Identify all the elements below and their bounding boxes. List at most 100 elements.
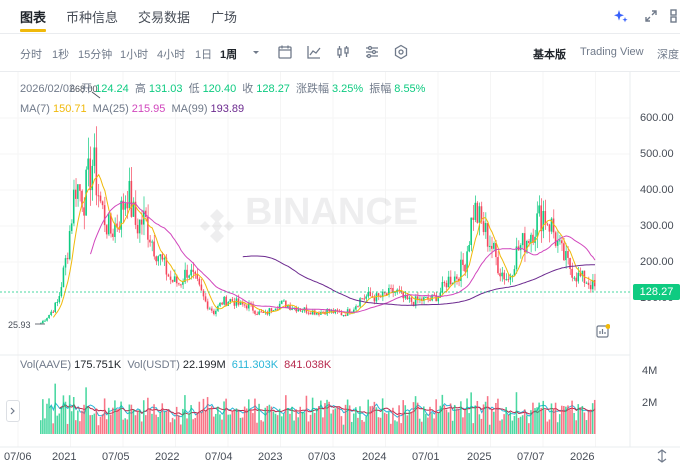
volume-bar [303, 412, 306, 434]
interval-timeline[interactable]: 分时 [20, 49, 42, 61]
candle-body [313, 310, 316, 315]
chart-reset-icon[interactable] [596, 324, 611, 338]
candle-body [383, 291, 386, 294]
volume-bar [573, 413, 575, 434]
candle-body [177, 283, 180, 285]
candle-body [488, 245, 491, 247]
volume-bar [276, 415, 279, 434]
candle-body [406, 295, 409, 300]
candle-body [536, 213, 538, 237]
candle-body [369, 291, 372, 297]
candle-body [180, 284, 182, 286]
volume-bar [64, 401, 67, 434]
volume-bar [488, 424, 491, 434]
layout-icon[interactable] [364, 44, 380, 60]
chevron-down-icon[interactable] [250, 45, 266, 61]
settings-icon[interactable] [393, 44, 409, 60]
volume-bar [192, 419, 194, 434]
volume-bar [285, 395, 287, 434]
chart-area[interactable]: BINANCE 668.00 25.93 2026/02/02 开 124.24 … [0, 72, 680, 473]
ma7-value: 150.71 [52, 103, 87, 115]
ma25-label: MA(25) [92, 103, 129, 115]
interval-1d[interactable]: 1日 [195, 49, 213, 61]
candle-body [171, 279, 174, 282]
candle-body [484, 223, 487, 233]
candle-body [587, 282, 590, 286]
volume-bar [497, 398, 499, 434]
candle-type-icon[interactable] [335, 44, 351, 60]
volume-bar [476, 400, 479, 434]
layout-grid-icon[interactable] [668, 7, 680, 25]
volume-bar [431, 413, 433, 434]
candle-body [132, 201, 135, 217]
volume-bar [163, 411, 166, 434]
candle-body [453, 276, 456, 283]
volume-bar [231, 410, 234, 434]
volume-bar [280, 416, 283, 434]
high-value: 131.03 [148, 83, 183, 95]
candle-body [309, 312, 312, 315]
tab-square[interactable]: 广场 [211, 10, 238, 25]
candle-body [474, 202, 477, 220]
volume-bar [165, 411, 168, 434]
candle-body [241, 301, 244, 305]
volume-bar [169, 422, 172, 434]
volume-bar [373, 401, 376, 434]
indicator-icon[interactable] [306, 44, 322, 60]
interval-1h[interactable]: 1小时 [120, 49, 149, 61]
candle-body [558, 240, 561, 242]
calendar-icon[interactable] [277, 44, 293, 60]
volume-bar [435, 399, 437, 434]
interval-15m[interactable]: 15分钟 [78, 49, 113, 61]
candle-body [149, 239, 151, 243]
price-chart[interactable]: BINANCE 668.00 25.93 [0, 72, 680, 473]
candle-body [85, 169, 87, 216]
candle-body [268, 308, 271, 315]
interval-1w[interactable]: 1周 [220, 49, 238, 61]
volume-bar [145, 415, 147, 434]
view-depth[interactable]: 深度 [657, 49, 679, 61]
volume-bar [103, 398, 106, 434]
scroll-left-handle[interactable] [6, 400, 20, 422]
candle-body [128, 180, 131, 209]
candle-body [581, 270, 584, 277]
volume-bar [66, 423, 69, 434]
volume-bar [328, 401, 330, 434]
volume-bar [369, 406, 372, 434]
ai-sparkle-icon[interactable] [612, 7, 630, 25]
volume-bar [585, 420, 588, 434]
ohlc-date: 2026/02/02 [20, 83, 76, 95]
volume-bar [140, 421, 143, 434]
volume-bar [589, 409, 592, 434]
volume-bar [278, 408, 281, 434]
volume-bar [239, 417, 242, 434]
volume-bar [151, 413, 153, 434]
expand-icon[interactable] [642, 7, 660, 25]
volume-bar [256, 422, 258, 434]
view-tradingview[interactable]: Trading View [580, 46, 644, 58]
tab-coin-info[interactable]: 币种信息 [66, 10, 119, 25]
volume-bar [297, 417, 299, 434]
candle-body [184, 269, 186, 283]
volume-bar [472, 423, 475, 434]
volume-bar [554, 402, 557, 434]
candle-body [431, 294, 433, 301]
interval-1s[interactable]: 1秒 [52, 49, 70, 61]
tab-chart[interactable]: 图表 [20, 7, 47, 32]
volume-bar [233, 409, 236, 434]
volume-bar [525, 415, 528, 434]
volume-bar [542, 400, 545, 434]
view-basic[interactable]: 基本版 [533, 49, 566, 61]
candle-body [54, 302, 56, 312]
fit-axis-icon[interactable] [655, 449, 669, 463]
volume-bar [423, 406, 425, 434]
volume-bar [215, 413, 217, 434]
candle-body [550, 218, 553, 232]
interval-4h[interactable]: 4小时 [157, 49, 186, 61]
volume-bar [268, 404, 271, 434]
volume-bar [350, 421, 353, 434]
tab-trading-data[interactable]: 交易数据 [138, 10, 191, 25]
volume-bar [291, 406, 293, 434]
volume-bar [258, 403, 260, 434]
candle-body [122, 200, 124, 210]
